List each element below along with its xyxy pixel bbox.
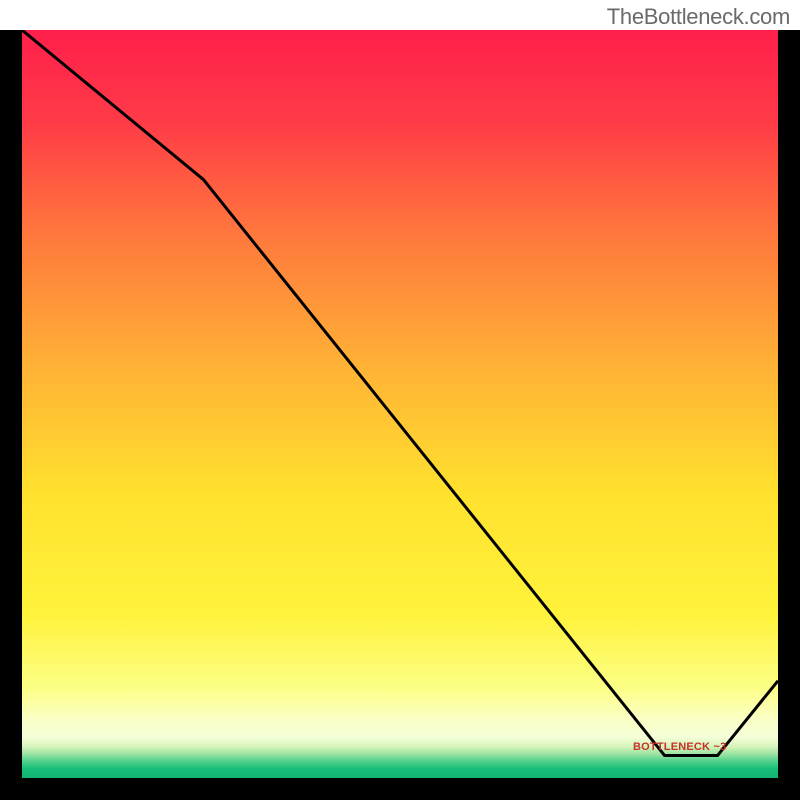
chart-svg: BOTTLENECK ~3 <box>0 30 800 800</box>
frame-left <box>0 30 22 800</box>
frame-bottom <box>0 778 800 800</box>
bottleneck-label: BOTTLENECK ~3 <box>633 741 726 753</box>
watermark-text: TheBottleneck.com <box>607 4 790 30</box>
plot-background <box>22 30 778 778</box>
frame-right <box>778 30 800 800</box>
bottleneck-chart: BOTTLENECK ~3 <box>0 30 800 800</box>
